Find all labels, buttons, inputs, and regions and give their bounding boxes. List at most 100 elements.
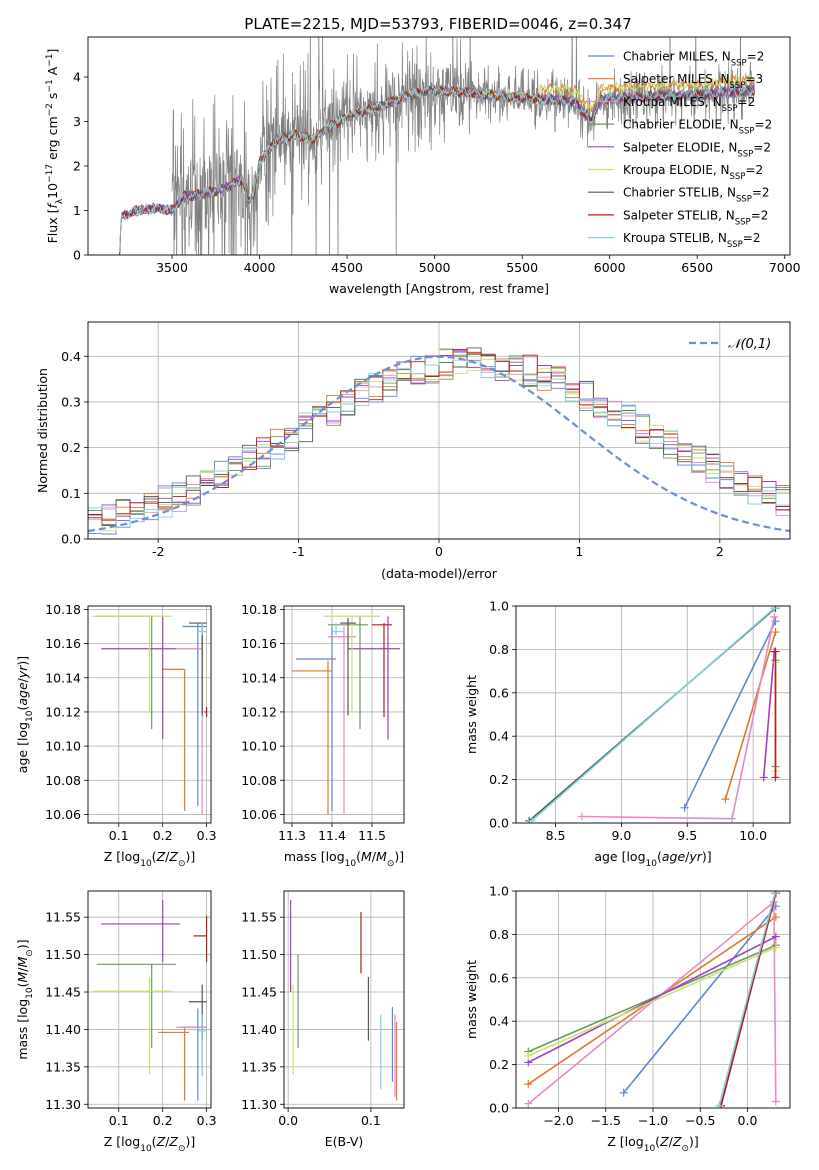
y-tick-label: 3 — [73, 114, 81, 129]
x-tick-label: 0 — [435, 544, 443, 559]
weight-marker — [680, 803, 689, 812]
y-tick-label: 10.08 — [241, 773, 277, 788]
axes-frame — [283, 890, 405, 1109]
y-tick-label: 1 — [73, 203, 81, 218]
plot-area-age_vs_Z — [92, 615, 208, 815]
x-tick-label: 11.5 — [358, 828, 386, 843]
x-tick-label: 5000 — [419, 260, 451, 275]
weight-marker — [771, 647, 780, 656]
y-axis-label: mass weight — [464, 675, 479, 754]
plot-area-residuals — [88, 347, 790, 539]
y-tick-label: 11.45 — [241, 985, 277, 1000]
x-tick-label: 0.3 — [197, 1113, 217, 1128]
x-tick-label: 0.1 — [109, 1113, 129, 1128]
weight-line — [527, 944, 777, 1053]
x-tick-label: −1.5 — [591, 1113, 621, 1128]
legend-label: Chabrier STELIB, NSSP=2 — [623, 186, 770, 205]
y-tick-label: 10.12 — [241, 704, 277, 719]
legend-label: Kroupa MILES, NSSP=2 — [623, 95, 755, 114]
x-axis-label: wavelength [Angstrom, rest frame] — [329, 281, 549, 296]
weight-marker — [721, 795, 730, 804]
y-tick-label: 11.35 — [45, 1059, 81, 1074]
weight-marker — [524, 1099, 533, 1108]
legend-label: Salpeter STELIB, NSSP=2 — [623, 208, 768, 227]
x-axis-label: Z [log10(Z/Z⊙)] — [104, 1134, 196, 1154]
y-tick-label: 11.55 — [45, 910, 81, 925]
y-tick-label: 10.16 — [241, 636, 277, 651]
axes-frame — [515, 890, 791, 1109]
weight-marker — [771, 913, 780, 922]
x-tick-label: -1 — [292, 544, 304, 559]
x-tick-label: 4500 — [331, 260, 363, 275]
weight-marker — [527, 816, 536, 823]
weight-marker — [771, 773, 780, 782]
plot-area-spectrum — [119, 37, 756, 255]
legend-label: Salpeter MILES, NSSP=3 — [623, 72, 763, 91]
y-tick-label: 0.2 — [489, 1057, 509, 1072]
model-spectrum — [119, 84, 755, 255]
y-tick-label: 10.06 — [241, 807, 277, 822]
x-tick-label: 6000 — [594, 260, 626, 275]
weight-line — [527, 946, 777, 1057]
plot-area-mass_vs_EBV — [290, 899, 398, 1101]
axes-frame — [87, 605, 212, 824]
x-tick-label: -2 — [152, 544, 164, 559]
weight-line — [683, 620, 777, 809]
axes-frame — [283, 605, 405, 824]
panel-mass_vs_EBV: 0.0 0.1 11.30 11.35 11.40 11.45 11.50 11.55 E(B-… — [241, 890, 405, 1149]
panel-mass_vs_Z: 0.1 0.2 0.3 11.30 11.35 11.40 11.45 11.50 11.55 Z… — [15, 890, 217, 1154]
residual-histogram — [88, 356, 790, 539]
panel-weight_vs_age: 8.5 9.0 9.5 10.0 0.0 0.2 0.4 0.6 0.8 1.0 age [log1… — [464, 599, 791, 869]
y-tick-label: 0.4 — [489, 729, 509, 744]
y-tick-label: 10.10 — [241, 739, 277, 754]
weight-line — [718, 892, 776, 1107]
x-tick-label: 0.3 — [197, 828, 217, 843]
weight-marker — [619, 1088, 628, 1097]
y-tick-label: 0.8 — [489, 642, 509, 657]
plot-area-age_vs_mass — [292, 615, 400, 815]
x-tick-label: 6500 — [681, 260, 713, 275]
legend-label: Kroupa STELIB, NSSP=2 — [623, 231, 761, 250]
weight-line — [623, 905, 777, 1094]
y-tick-label: 0.1 — [61, 486, 81, 501]
weight-line — [724, 631, 777, 800]
x-tick-label: 7000 — [769, 260, 801, 275]
y-tick-label: 4 — [73, 70, 81, 85]
y-tick-label: 0.8 — [489, 927, 509, 942]
weight-marker — [728, 814, 737, 823]
y-tick-label: 11.30 — [45, 1097, 81, 1112]
y-tick-label: 0.3 — [61, 394, 81, 409]
y-tick-label: 10.18 — [45, 602, 81, 617]
y-tick-label: 0.0 — [61, 532, 81, 547]
weight-line — [762, 651, 775, 778]
x-tick-label: 0.2 — [153, 828, 173, 843]
y-tick-label: 10.14 — [45, 670, 81, 685]
weight-marker — [524, 1080, 533, 1089]
panel-residuals: -2 -1 0 1 2 0.0 0.1 0.2 0.3 0.4 𝒩(0,1) (data-model)… — [35, 321, 791, 581]
spectrum-legend: Chabrier MILES, NSSP=2 Salpeter MILES, NS… — [588, 50, 772, 250]
panel-weight_vs_Z: −2.0 −1.5 −1.0 −0.5 0.0 0.0 0.2 0.4 0.6 0.8 1.0 Z [… — [464, 884, 791, 1154]
y-tick-label: 10.16 — [45, 636, 81, 651]
x-axis-label: (data-model)/error — [381, 566, 498, 581]
y-axis-label: Normed distribution — [35, 368, 50, 493]
y-tick-label: 10.12 — [45, 704, 81, 719]
x-tick-label: −0.5 — [685, 1113, 715, 1128]
axes-frame — [87, 890, 212, 1109]
y-tick-label: 10.08 — [45, 773, 81, 788]
panel-spectrum: 3500 4000 4500 5000 5500 6000 6500 7000 0 1 2 3 4 Cha… — [45, 36, 801, 296]
y-tick-label: 11.55 — [241, 910, 277, 925]
y-tick-label: 0 — [73, 248, 81, 263]
x-tick-label: 0.0 — [278, 1113, 298, 1128]
model-spectrum — [119, 85, 755, 253]
x-tick-label: 2 — [716, 544, 724, 559]
x-axis-label: Z [log10(Z/Z⊙)] — [607, 1134, 699, 1154]
figure-title: PLATE=2215, MJD=53793, FIBERID=0046, z=0… — [244, 15, 631, 33]
x-tick-label: 4000 — [244, 260, 276, 275]
panel-age_vs_Z: 0.1 0.2 0.3 10.06 10.08 10.10 10.12 10.14 10.16 1… — [15, 602, 217, 869]
x-tick-label: 8.5 — [546, 828, 566, 843]
y-tick-label: 11.40 — [241, 1022, 277, 1037]
x-tick-label: 10.0 — [739, 828, 767, 843]
y-tick-label: 11.50 — [241, 947, 277, 962]
